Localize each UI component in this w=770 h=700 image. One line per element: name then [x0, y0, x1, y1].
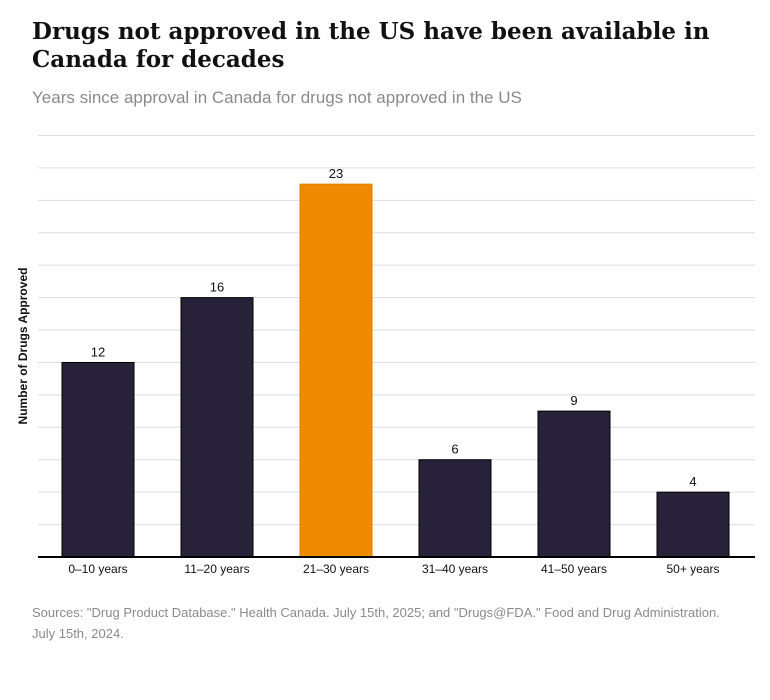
bar — [537, 410, 611, 558]
x-tick-label: 11–20 years — [184, 562, 249, 576]
x-tick-label: 21–30 years — [303, 562, 369, 576]
data-label: 12 — [91, 344, 105, 359]
data-label: 16 — [210, 280, 224, 295]
x-tick-label: 41–50 years — [541, 562, 607, 576]
bar — [656, 491, 730, 558]
bar — [299, 183, 373, 558]
chart-title: Drugs not approved in the US have been a… — [32, 18, 710, 73]
x-tick-label: 31–40 years — [422, 562, 488, 576]
chart-subtitle: Years since approval in Canada for drugs… — [32, 88, 522, 107]
bar — [61, 361, 135, 558]
source-note: Sources: "Drug Product Database." Health… — [32, 605, 720, 641]
data-label: 9 — [570, 393, 577, 408]
bar-chart: Number of Drugs Approved 12 0–10 years 16 1… — [16, 135, 755, 576]
y-axis-label: Number of Drugs Approved — [16, 268, 30, 425]
x-tick-label: 0–10 years — [68, 562, 127, 576]
data-label: 23 — [329, 166, 343, 181]
data-label: 6 — [451, 442, 458, 457]
bar — [180, 297, 254, 558]
x-tick-label: 50+ years — [666, 562, 719, 576]
data-label: 4 — [689, 474, 696, 489]
bar — [418, 459, 492, 558]
